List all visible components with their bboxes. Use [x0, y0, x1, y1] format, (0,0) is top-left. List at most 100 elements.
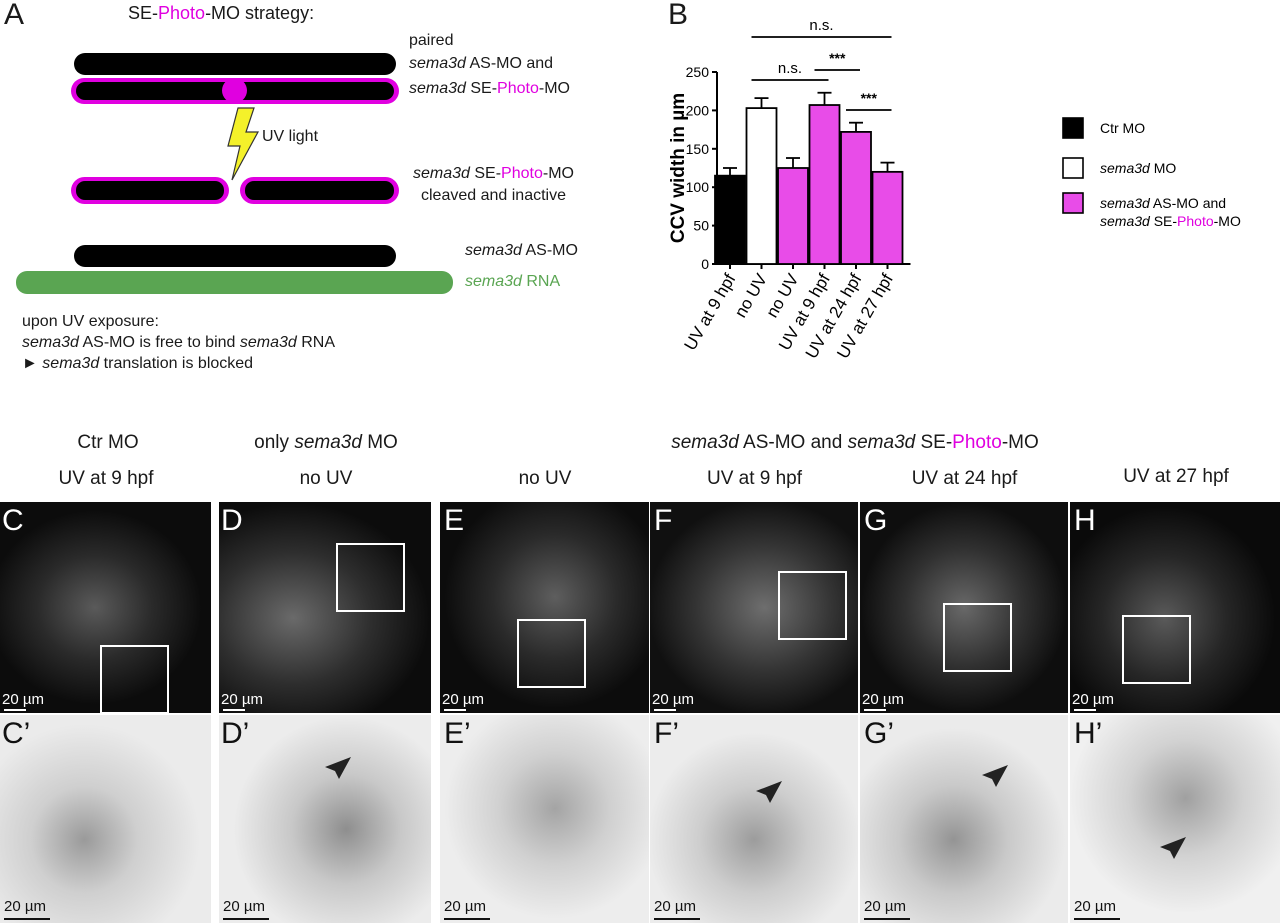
strategy-title: SE-Photo-MO strategy:	[128, 3, 315, 23]
zoom-box-f	[778, 571, 847, 640]
condition-h: UV at 27 hpf	[1123, 466, 1229, 487]
legend-label: sema3d MO	[1100, 160, 1176, 176]
as-mo-label: sema3d AS-MO	[465, 242, 578, 259]
micrograph-h: H 20 µm	[1070, 502, 1280, 713]
panel-letter-g-prime: G’	[864, 717, 894, 750]
scale-bar-h-prime	[1074, 918, 1120, 920]
zoom-box-d	[336, 543, 405, 612]
legend-label-line2: sema3d SE-Photo-MO	[1100, 213, 1241, 229]
panel-letter-h-prime: H’	[1074, 717, 1103, 750]
significance-label: n.s.	[778, 60, 802, 77]
legend-swatch	[1062, 117, 1084, 139]
arrowhead-icon-d	[325, 757, 351, 779]
as-mo-bar-paired	[74, 53, 396, 75]
panel-letter-e: E	[444, 504, 465, 537]
bar	[777, 167, 809, 265]
y-tick-label: 0	[701, 256, 709, 272]
panel-letter-a: A	[4, 0, 25, 31]
zoom-micrograph-e: E’ 20 µm	[440, 715, 649, 923]
scale-label-f-prime: 20 µm	[654, 898, 696, 915]
zoom-micrograph-c: C’ 20 µm	[0, 715, 211, 923]
scale-label-g-prime: 20 µm	[864, 898, 906, 915]
panel-letter-d: D	[221, 504, 243, 537]
micrograph-g: G 20 µm	[860, 502, 1068, 713]
condition-e: no UV	[518, 468, 572, 489]
rna-label: sema3d RNA	[465, 273, 561, 290]
scale-bar-g	[864, 709, 886, 711]
micrograph-d: D 20 µm	[219, 502, 431, 713]
scale-bar-g-prime	[864, 918, 910, 920]
bar	[871, 170, 904, 265]
zoom-micrograph-h: H’ 20 µm	[1070, 715, 1280, 923]
micrograph-e: E 20 µm	[440, 502, 649, 713]
cleaved-fragment-right	[245, 181, 394, 200]
arrowhead-icon-g	[982, 765, 1008, 787]
zoom-box-h	[1122, 615, 1191, 684]
note-line1: upon UV exposure:	[22, 313, 159, 330]
scale-label-e-prime: 20 µm	[444, 898, 486, 915]
uv-light-label: UV light	[262, 128, 319, 145]
scale-label-d: 20 µm	[221, 691, 263, 708]
legend-swatch	[1062, 157, 1084, 179]
legend-label: sema3d AS-MO and	[1100, 195, 1226, 211]
zoom-box-e	[517, 619, 586, 688]
paired-se-mo-label: sema3d SE-Photo-MO	[409, 80, 570, 97]
y-tick-label: 200	[686, 102, 710, 118]
scale-bar-f-prime	[654, 918, 700, 920]
y-tick-label: 250	[686, 64, 710, 80]
scale-label-e: 20 µm	[442, 691, 484, 708]
panel-letter-e-prime: E’	[444, 717, 471, 750]
arrowhead-icon-h	[1160, 837, 1186, 859]
note-line3: ► sema3d translation is blocked	[22, 355, 254, 372]
condition-c: UV at 9 hpf	[58, 468, 154, 489]
condition-d: no UV	[299, 468, 353, 489]
cleaved-label-line1: sema3d SE-Photo-MO	[413, 165, 574, 182]
bar	[745, 107, 778, 265]
legend-label: Ctr MO	[1100, 120, 1145, 136]
as-mo-bar-free	[74, 245, 396, 267]
panel-letter-c-prime: C’	[2, 717, 31, 750]
header-ctr-mo: Ctr MO	[77, 432, 139, 453]
bar	[714, 174, 746, 265]
panel-letter-h: H	[1074, 504, 1096, 537]
condition-f: UV at 9 hpf	[706, 468, 803, 489]
panel-letter-d-prime: D’	[221, 717, 250, 750]
y-axis-title: CCV width in µm	[668, 93, 689, 243]
y-tick-label: 150	[686, 141, 710, 157]
panel-letter-f: F	[654, 504, 673, 537]
significance-label: ***	[829, 50, 846, 66]
panel-letter-g: G	[864, 504, 888, 537]
zoom-micrograph-f: F’ 20 µm	[650, 715, 858, 923]
cleaved-fragment-left	[76, 181, 224, 200]
panel-letter-b: B	[668, 0, 689, 31]
zoom-micrograph-g: G’ 20 µm	[860, 715, 1068, 923]
photo-cleavage-site	[222, 78, 247, 103]
scale-label-h: 20 µm	[1072, 691, 1114, 708]
paired-as-mo-label: sema3d AS-MO and	[409, 55, 554, 72]
scale-bar-c	[4, 709, 26, 711]
scale-label-g: 20 µm	[862, 691, 904, 708]
lightning-icon	[227, 107, 260, 181]
scale-bar-c-prime	[4, 918, 50, 920]
scale-bar-d	[223, 709, 245, 711]
scale-bar-e-prime	[444, 918, 490, 920]
scale-bar-h	[1074, 709, 1096, 711]
zoom-box-c	[100, 645, 169, 713]
scale-bar-d-prime	[223, 918, 269, 920]
scale-label-h-prime: 20 µm	[1074, 898, 1116, 915]
panel-letter-f-prime: F’	[654, 717, 679, 750]
scale-bar-e	[444, 709, 466, 711]
bar	[840, 131, 872, 265]
zoom-box-g	[943, 603, 1012, 672]
scale-label-f: 20 µm	[652, 691, 694, 708]
note-line2: sema3d AS-MO is free to bind sema3d RNA	[22, 334, 336, 351]
scale-label-c-prime: 20 µm	[4, 898, 46, 915]
scale-label-c: 20 µm	[2, 691, 44, 708]
scale-label-d-prime: 20 µm	[223, 898, 265, 915]
cleaved-label-line2: cleaved and inactive	[421, 187, 566, 204]
paired-label: paired	[409, 32, 454, 49]
panel-letter-c: C	[2, 504, 24, 537]
significance-label: n.s.	[809, 17, 833, 34]
y-tick-label: 50	[693, 218, 709, 234]
